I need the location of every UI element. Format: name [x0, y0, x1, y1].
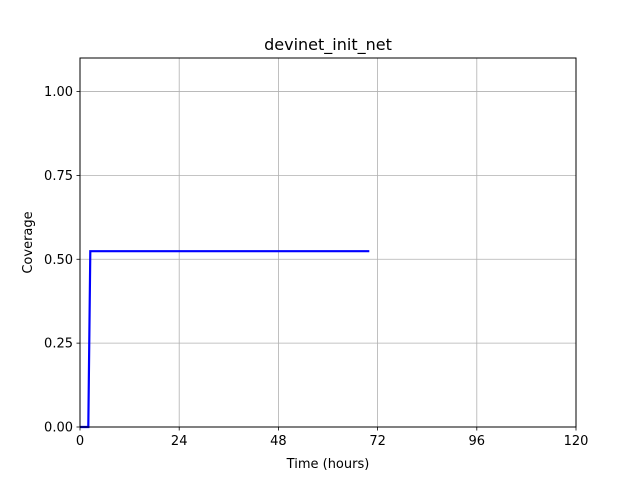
- y-tick-label: 0.25: [44, 337, 73, 352]
- x-axis-label: Time (hours): [286, 457, 370, 472]
- x-tick-label: 0: [76, 434, 84, 449]
- y-axis-label: Coverage: [21, 211, 36, 273]
- y-tick-label: 0.00: [44, 421, 73, 436]
- plot-frame: [79, 57, 577, 428]
- ticks: 0 24 48 72 96 120 0.00 0.25 0.50 0.75 1.00: [44, 85, 588, 449]
- y-tick-label: 0.75: [44, 169, 73, 184]
- x-tick-label: 24: [171, 434, 188, 449]
- x-tick-label: 48: [270, 434, 287, 449]
- y-tick-label: 1.00: [44, 85, 73, 100]
- x-tick-label: 96: [469, 434, 486, 449]
- x-tick-label: 120: [564, 434, 589, 449]
- x-tick-label: 72: [369, 434, 386, 449]
- chart-title: devinet_init_net: [264, 35, 392, 55]
- y-tick-label: 0.50: [44, 253, 73, 268]
